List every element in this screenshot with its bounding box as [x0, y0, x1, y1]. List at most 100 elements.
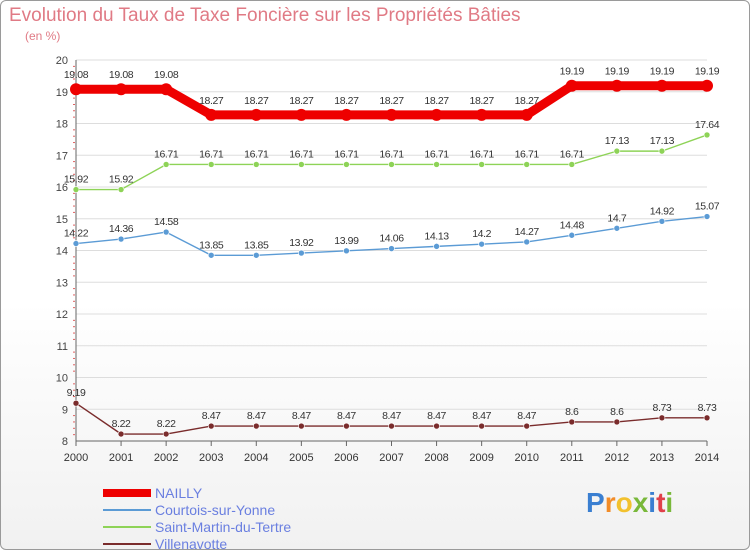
logo-letter: r — [604, 487, 616, 518]
y-tick-label: 15 — [56, 214, 68, 226]
data-label: 8.47 — [202, 410, 221, 422]
data-point — [433, 243, 440, 250]
data-point — [430, 108, 443, 121]
data-label: 8.73 — [653, 402, 672, 414]
data-point — [568, 418, 576, 426]
data-point — [523, 238, 531, 246]
data-point — [520, 108, 533, 121]
data-point — [298, 422, 305, 430]
data-point — [523, 422, 531, 430]
data-label: 8.22 — [157, 418, 176, 430]
data-point — [610, 79, 623, 92]
x-tick-label: 2013 — [650, 452, 674, 464]
data-label: 14.13 — [424, 230, 449, 242]
legend-label: Villenavotte — [155, 536, 228, 550]
data-point — [385, 108, 398, 121]
data-label: 18.27 — [244, 95, 269, 107]
data-label: 18.27 — [470, 95, 495, 107]
data-label: 18.27 — [515, 95, 540, 107]
data-point — [252, 251, 260, 259]
legend-swatch — [103, 543, 151, 545]
data-label: 8.47 — [382, 410, 401, 422]
x-tick-label: 2005 — [289, 452, 313, 464]
y-tick-label: 14 — [56, 246, 68, 258]
data-label: 16.71 — [515, 148, 540, 160]
data-label: 8.47 — [247, 410, 266, 422]
x-tick-label: 2003 — [199, 452, 223, 464]
data-point — [388, 245, 395, 252]
data-point — [117, 186, 125, 193]
chart-title: Evolution du Taux de Taxe Foncière sur l… — [9, 5, 521, 26]
x-tick-label: 2004 — [244, 452, 268, 464]
data-label: 16.71 — [560, 148, 585, 160]
data-point — [568, 231, 576, 239]
data-point — [523, 161, 531, 168]
data-point — [115, 83, 128, 96]
x-tick-label: 2002 — [154, 452, 178, 464]
x-tick-label: 2009 — [469, 452, 493, 464]
data-label: 14.58 — [154, 216, 179, 228]
data-point — [205, 108, 218, 121]
data-label: 14.2 — [472, 228, 491, 240]
data-label: 14.06 — [379, 233, 404, 245]
logo-letter: o — [615, 487, 633, 518]
y-tick-label: 9 — [62, 404, 68, 416]
data-point — [162, 430, 170, 438]
data-label: 16.71 — [470, 148, 495, 160]
x-tick-label: 2014 — [695, 452, 719, 464]
data-label: 18.27 — [199, 95, 224, 107]
data-point — [703, 131, 711, 139]
logo-letter: i — [648, 487, 657, 518]
y-tick-label: 11 — [57, 341, 68, 353]
data-label: 13.85 — [244, 239, 269, 251]
data-label: 15.07 — [695, 201, 720, 213]
data-point — [658, 217, 666, 225]
line-chart: 8 9 10 11 12 13 14 15 16 17 18 19 20 2000 2001 2002 2003… — [56, 55, 720, 464]
x-tick-label: 2000 — [64, 452, 88, 464]
data-point — [72, 399, 80, 407]
legend-label: Courtois-sur-Yonne — [155, 502, 276, 518]
data-label: 14.7 — [607, 212, 626, 224]
data-point — [162, 161, 170, 168]
data-label: 15.92 — [109, 174, 134, 186]
y-tick-label: 20 — [56, 55, 68, 67]
data-point — [340, 108, 353, 121]
data-label: 16.71 — [244, 148, 269, 160]
x-tick-label: 2012 — [605, 452, 629, 464]
data-point — [701, 79, 713, 92]
data-point — [250, 108, 263, 121]
y-tick-label: 13 — [56, 277, 68, 289]
data-point — [252, 422, 260, 430]
data-point — [613, 224, 621, 232]
data-point — [388, 161, 395, 168]
data-label: 8.47 — [427, 410, 446, 422]
data-point — [655, 79, 668, 92]
data-label: 8.6 — [610, 406, 624, 418]
x-tick-label: 2011 — [560, 452, 584, 464]
logo-letter: t — [656, 487, 666, 518]
data-label: 13.92 — [289, 237, 314, 249]
data-label: 8.47 — [337, 410, 356, 422]
data-point — [433, 422, 440, 430]
data-label: 13.99 — [334, 235, 359, 247]
data-label: 8.73 — [698, 402, 717, 414]
chart-subtitle: (en %) — [25, 29, 61, 43]
y-tick-label: 12 — [56, 309, 68, 321]
y-tick-label: 10 — [56, 373, 68, 385]
data-point — [70, 83, 82, 96]
data-label: 19.08 — [109, 69, 134, 81]
data-label: 18.27 — [289, 95, 314, 107]
data-point — [565, 79, 578, 92]
data-point — [703, 414, 711, 422]
logo-letter: i — [665, 487, 674, 518]
data-point — [343, 161, 350, 168]
data-point — [72, 186, 80, 193]
data-point — [160, 83, 173, 96]
y-tick-label: 8 — [62, 436, 68, 448]
x-tick-label: 2001 — [109, 452, 133, 464]
data-point — [162, 228, 170, 236]
data-label: 17.64 — [695, 119, 720, 131]
data-label: 19.19 — [650, 66, 675, 78]
data-point — [207, 251, 215, 259]
